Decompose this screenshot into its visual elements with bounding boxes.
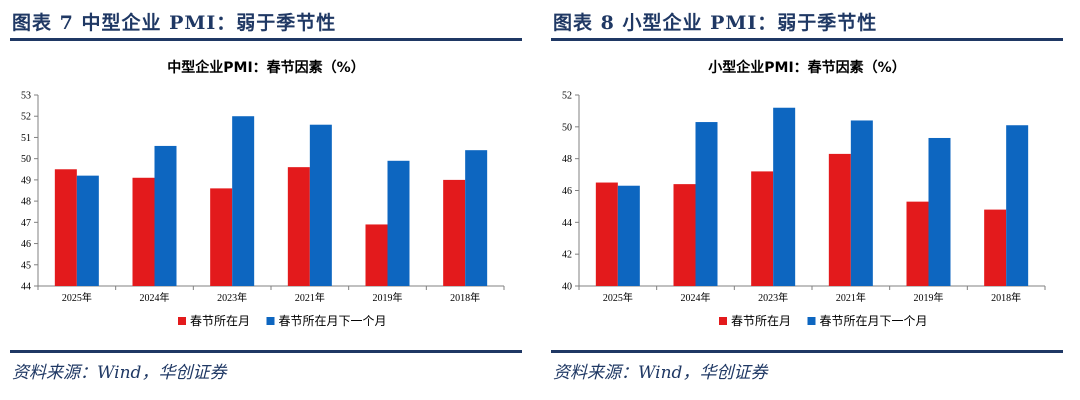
y-tick-label: 48 xyxy=(21,197,31,208)
legend-label: 春节所在月 xyxy=(731,314,791,328)
legend-label: 春节所在月下一个月 xyxy=(279,314,387,328)
figure-7-top-rule xyxy=(10,38,522,41)
legend-swatch xyxy=(807,317,816,325)
bar-spring-month xyxy=(54,169,77,286)
bar-spring-month xyxy=(751,171,774,286)
y-tick-label: 42 xyxy=(562,250,572,261)
y-tick-label: 53 xyxy=(21,91,31,102)
bar-spring-month xyxy=(906,201,929,286)
bar-spring-month xyxy=(443,179,466,286)
figure-7-chart: 中型企业PMI：春节因素（%） 44 45 46 47 48 49 50 51 52 53 2025… xyxy=(21,59,505,328)
y-tick-label: 52 xyxy=(562,91,572,102)
chart-title: 小型企业PMI：春节因素（%） xyxy=(708,59,905,76)
x-tick-label: 2024年 xyxy=(681,291,711,304)
x-tick-label: 2023年 xyxy=(217,291,247,304)
bar-spring-month xyxy=(365,224,388,286)
y-tick-label: 46 xyxy=(562,186,572,197)
figure-8-chart: 小型企业PMI：春节因素（%） 40 42 44 46 48 50 52 2025年 2024年… xyxy=(562,59,1046,328)
bar-next-month xyxy=(617,185,640,286)
bar-spring-month xyxy=(984,209,1007,286)
y-tick-label: 44 xyxy=(562,218,572,229)
bar-spring-month xyxy=(673,184,696,286)
figure-8-source: 资料来源：Wind，华创证券 xyxy=(553,363,768,383)
bar-next-month xyxy=(695,122,718,286)
legend-label: 春节所在月 xyxy=(190,314,250,328)
bar-next-month xyxy=(387,160,410,286)
bar-next-month xyxy=(1006,125,1029,286)
figure-8-bottom-rule xyxy=(551,350,1063,353)
legend-swatch xyxy=(178,317,186,325)
figure-8-panel: 图表 8 小型企业 PMI：弱于季节性 小型企业PMI：春节因素（%） 40 42… xyxy=(551,0,1063,400)
x-tick-label: 2021年 xyxy=(295,291,325,304)
bar-spring-month xyxy=(210,188,233,286)
bar-spring-month xyxy=(595,182,618,286)
y-tick-label: 45 xyxy=(21,260,31,271)
x-tick-label: 2021年 xyxy=(836,291,866,304)
figure-7-title: 图表 7 中型企业 PMI：弱于季节性 xyxy=(12,12,337,34)
figure-7-bottom-rule xyxy=(10,350,522,353)
y-tick-label: 50 xyxy=(21,154,31,165)
figure-8-title: 图表 8 小型企业 PMI：弱于季节性 xyxy=(553,12,878,34)
bar-spring-month xyxy=(287,167,310,286)
legend-swatch xyxy=(266,317,275,325)
x-tick-label: 2025年 xyxy=(603,291,633,304)
chart-title: 中型企业PMI：春节因素（%） xyxy=(167,59,364,76)
y-tick-label: 52 xyxy=(21,112,31,123)
bar-spring-month xyxy=(828,153,851,286)
figure-7-panel: 图表 7 中型企业 PMI：弱于季节性 中型企业PMI：春节因素（%） 44 45… xyxy=(10,0,522,400)
figure-7-source: 资料来源：Wind，华创证券 xyxy=(12,363,227,383)
x-tick-label: 2019年 xyxy=(914,291,944,304)
x-tick-label: 2018年 xyxy=(991,291,1021,304)
legend-swatch xyxy=(719,317,727,325)
y-tick-label: 50 xyxy=(562,122,572,133)
y-tick-label: 51 xyxy=(21,133,31,144)
x-tick-label: 2019年 xyxy=(373,291,403,304)
x-tick-label: 2023年 xyxy=(758,291,788,304)
bar-next-month xyxy=(773,107,796,286)
y-tick-label: 49 xyxy=(21,175,31,186)
y-tick-label: 46 xyxy=(21,239,31,250)
x-tick-label: 2024年 xyxy=(140,291,170,304)
bar-next-month xyxy=(232,116,255,286)
y-tick-label: 44 xyxy=(21,282,31,293)
x-tick-label: 2018年 xyxy=(450,291,480,304)
bar-next-month xyxy=(154,145,177,286)
figure-8-top-rule xyxy=(551,38,1063,41)
bar-next-month xyxy=(309,124,332,286)
bar-next-month xyxy=(928,137,951,286)
bar-next-month xyxy=(465,150,488,286)
legend-label: 春节所在月下一个月 xyxy=(820,314,928,328)
bar-spring-month xyxy=(132,177,155,286)
bar-next-month xyxy=(850,120,873,286)
y-tick-label: 40 xyxy=(562,282,572,293)
y-tick-label: 48 xyxy=(562,154,572,165)
x-tick-label: 2025年 xyxy=(62,291,92,304)
bar-next-month xyxy=(76,175,99,286)
y-tick-label: 47 xyxy=(21,218,31,229)
